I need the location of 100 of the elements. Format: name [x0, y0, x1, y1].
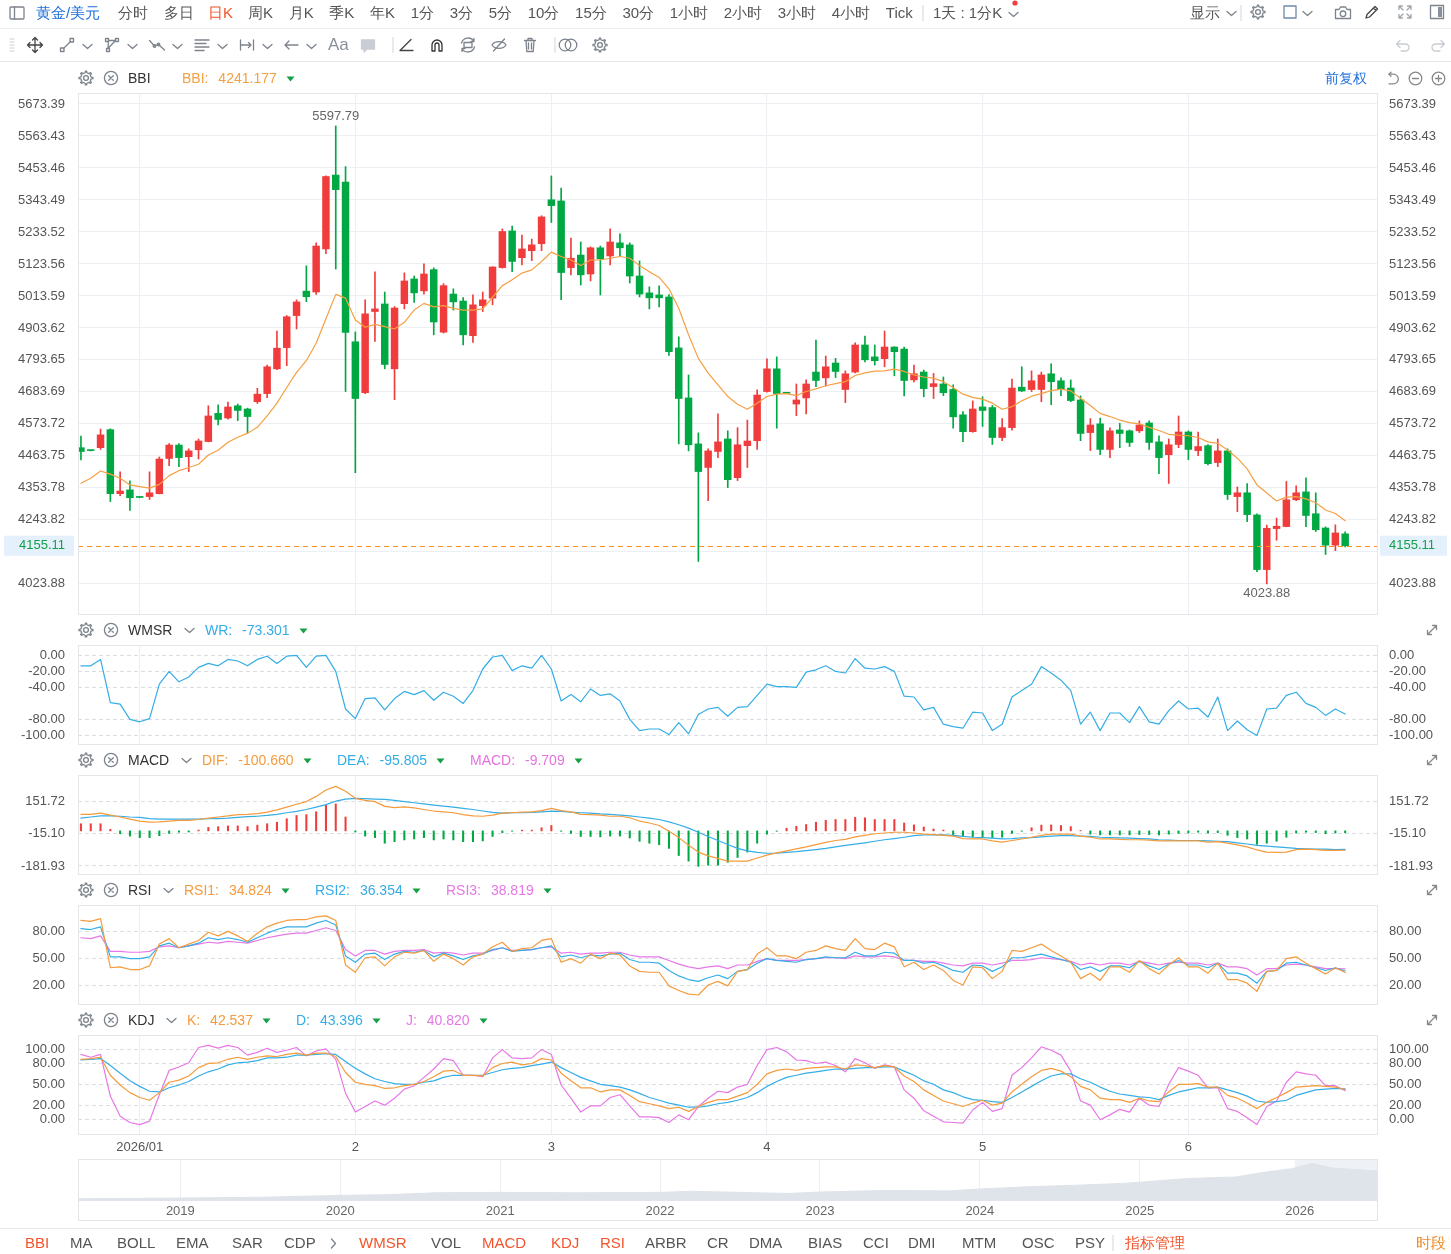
y-tick-label: -80.00	[28, 710, 65, 726]
text: BOLL	[117, 1233, 156, 1253]
bar	[1226, 830, 1229, 836]
bar	[324, 804, 327, 832]
text: DEA: -95.805	[337, 751, 428, 769]
y2-tick-label: 4023.88	[1389, 575, 1436, 591]
y-tick-label: 151.72	[25, 793, 65, 809]
bar	[305, 814, 308, 832]
y2-tick-label: 20.00	[1389, 977, 1422, 993]
y2-tick-label: 151.72	[1389, 793, 1429, 809]
legend-title: BBI	[128, 69, 151, 87]
bar	[716, 830, 719, 866]
y-tick-label: 0.00	[39, 1110, 65, 1126]
y-tick-label: 4573.72	[18, 415, 65, 431]
y2-tick-label: 0.00	[1389, 1110, 1415, 1126]
bar	[256, 824, 259, 832]
bar	[540, 827, 543, 832]
bar	[432, 830, 435, 841]
x-tick-label: 2022	[645, 1203, 675, 1219]
y2-tick-label: 5453.46	[1389, 159, 1436, 175]
y2-tick-label: 4573.72	[1389, 415, 1436, 431]
bar	[736, 830, 739, 858]
bar	[1304, 830, 1307, 833]
text: SAR	[232, 1233, 263, 1253]
y-tick-label: 4793.65	[18, 351, 65, 367]
bar	[1040, 824, 1043, 832]
y-tick-label: 4683.69	[18, 383, 65, 399]
bar	[677, 830, 680, 856]
y-tick-label: 4023.88	[18, 575, 65, 591]
series-label: RSI1: 34.824	[184, 881, 272, 899]
text: 显示	[1190, 3, 1220, 23]
y2-tick-label: 5563.43	[1389, 127, 1436, 143]
bar	[589, 830, 592, 837]
bar	[805, 824, 808, 832]
text: BIAS	[808, 1233, 843, 1253]
bar	[883, 819, 886, 832]
bar	[295, 815, 298, 832]
legend-title: MACD	[128, 751, 170, 769]
y2-tick-label: 5123.56	[1389, 255, 1436, 271]
text: DMI	[908, 1233, 936, 1253]
y-tick-label: 5673.39	[18, 95, 65, 111]
x-tick-label: 2023	[805, 1203, 835, 1219]
ref-line-label: 4155.11	[1389, 537, 1436, 553]
y2-tick-label: 5343.49	[1389, 191, 1436, 207]
x-tick-label: 3	[547, 1139, 555, 1155]
annotation: 5597.79	[312, 108, 360, 124]
text: RSI	[600, 1233, 626, 1253]
bar	[638, 830, 641, 842]
bar	[814, 821, 817, 832]
y-tick-label: -15.10	[28, 825, 65, 841]
text: 指标管理	[1125, 1233, 1185, 1253]
y2-tick-label: 20.00	[1389, 1096, 1422, 1112]
y-tick-label: 4243.82	[18, 511, 65, 527]
x-tick-label: 2026	[1285, 1203, 1315, 1219]
y2-tick-label: -20.00	[1389, 662, 1426, 678]
y2-tick-label: 4683.69	[1389, 383, 1436, 399]
text: 时段	[1416, 1233, 1446, 1253]
bar	[393, 830, 396, 842]
x-tick-label: 6	[1184, 1139, 1192, 1155]
y2-tick-label: 5673.39	[1389, 95, 1436, 111]
bar	[1197, 830, 1200, 833]
y-tick-label: -40.00	[28, 678, 65, 694]
y2-tick-label: 80.00	[1389, 922, 1422, 938]
y2-tick-label: -40.00	[1389, 678, 1426, 694]
text: CDP	[284, 1233, 316, 1253]
series-label: D: 43.396	[296, 1011, 363, 1029]
text: WMSR	[359, 1233, 407, 1253]
bar	[1030, 827, 1033, 832]
bar	[1285, 830, 1288, 838]
bar	[579, 830, 582, 837]
y2-tick-label: 100.00	[1389, 1041, 1429, 1057]
y2-tick-label: -181.93	[1389, 857, 1434, 873]
y2-tick-label: 4243.82	[1389, 511, 1436, 527]
bar	[452, 830, 455, 841]
y-tick-label: -100.00	[20, 726, 65, 742]
bar	[89, 823, 92, 832]
bar	[158, 830, 161, 837]
series-label: RSI2: 36.354	[315, 881, 403, 899]
bar	[275, 821, 278, 832]
bar	[893, 819, 896, 832]
y-tick-label: 5233.52	[18, 223, 65, 239]
bar	[1069, 826, 1072, 832]
y2-tick-label: 4903.62	[1389, 319, 1436, 335]
y2-tick-label: 5013.59	[1389, 287, 1436, 303]
bar	[471, 830, 474, 842]
x-tick-label: 2	[351, 1139, 359, 1155]
bar	[373, 830, 376, 838]
text: 日K	[208, 3, 234, 23]
bar	[79, 823, 82, 832]
text: BBI	[25, 1233, 50, 1253]
bar	[844, 819, 847, 832]
y2-tick-label: 4353.78	[1389, 479, 1436, 495]
bar	[217, 826, 220, 832]
x-tick-label: 2025	[1125, 1203, 1155, 1219]
y-tick-label: 4903.62	[18, 319, 65, 335]
y2-tick-label: -15.10	[1389, 825, 1426, 841]
text: EMA	[176, 1233, 209, 1253]
y2-tick-label: 4793.65	[1389, 351, 1436, 367]
text: DMA	[749, 1233, 783, 1253]
y-tick-label: 5013.59	[18, 287, 65, 303]
